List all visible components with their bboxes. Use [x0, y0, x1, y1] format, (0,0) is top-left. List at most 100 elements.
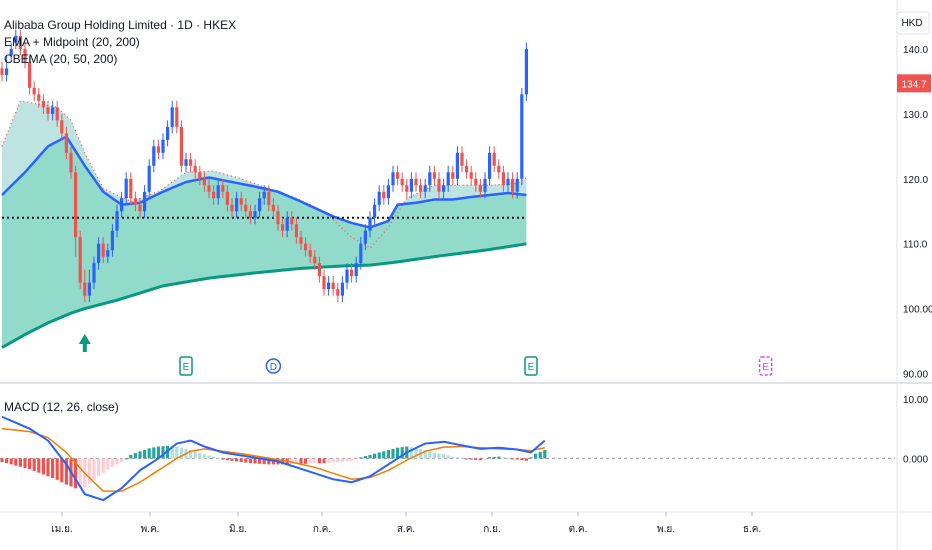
last-price-label: 134.7 — [901, 79, 926, 90]
macd-histogram-bar — [115, 458, 119, 465]
macd-histogram-bar — [363, 456, 367, 459]
macd-histogram-bar — [538, 451, 542, 459]
candle-body — [166, 126, 170, 140]
macd-histogram-bar — [14, 458, 18, 466]
macd-histogram-bar — [543, 450, 547, 459]
candle-body — [120, 198, 124, 212]
macd-histogram-bar — [451, 456, 455, 459]
candle-body — [515, 178, 519, 192]
dividend-icon — [265, 358, 282, 374]
macd-histogram-bar — [299, 458, 303, 464]
candle-body — [216, 185, 220, 199]
candle-body — [331, 282, 335, 290]
candle-body — [354, 263, 358, 277]
candle-body — [428, 172, 432, 186]
macd-histogram-bar — [175, 446, 179, 459]
macd-histogram-bar — [460, 457, 464, 459]
macd-histogram-bar — [221, 458, 225, 460]
candle-body — [391, 172, 395, 186]
macd-histogram-bar — [308, 458, 312, 464]
macd-histogram-bar — [225, 458, 229, 461]
time-tick-label: ธ.ค. — [743, 524, 761, 535]
candle-body — [184, 159, 188, 166]
candle-body — [262, 191, 266, 199]
candle-body — [9, 48, 13, 56]
candle-body — [69, 152, 73, 173]
candle-body — [55, 107, 59, 121]
macd-tick-label: 10.00 — [903, 395, 928, 406]
candle-body — [248, 211, 252, 218]
candle-body — [405, 185, 409, 192]
macd-histogram-bar — [152, 447, 156, 459]
macd-histogram-bar — [18, 458, 22, 467]
macd-histogram-bar — [28, 458, 32, 470]
macd-histogram-bar — [474, 458, 478, 460]
macd-tick-label: 0.000 — [903, 454, 928, 465]
candle-body — [506, 178, 510, 186]
macd-histogram-bar — [23, 458, 27, 468]
macd-histogram-bar — [520, 458, 524, 461]
macd-histogram-bar — [313, 458, 317, 464]
macd-histogram-bar — [423, 450, 427, 459]
candle-body — [359, 243, 363, 264]
candle-body — [78, 237, 82, 283]
candle-body — [400, 178, 404, 186]
macd-histogram-bar — [87, 458, 91, 484]
macd-title[interactable]: MACD (12, 26, close) — [4, 400, 119, 414]
candle-body — [244, 204, 248, 212]
candle-body — [497, 165, 501, 173]
macd-histogram-bar — [51, 458, 55, 479]
candle-body — [179, 126, 183, 166]
macd-histogram-bar — [465, 458, 469, 460]
earnings-label: E — [762, 362, 769, 373]
candle-body — [18, 35, 22, 49]
macd-histogram-bar — [340, 458, 344, 462]
candle-body — [138, 204, 142, 212]
candle-body — [455, 152, 459, 179]
macd-histogram-bar — [437, 453, 441, 459]
macd-histogram-bar — [317, 458, 321, 464]
macd-histogram-bar — [216, 458, 220, 460]
candle-body — [51, 107, 55, 114]
candle-body — [230, 204, 234, 212]
macd-histogram-bar — [170, 446, 174, 459]
candle-body — [175, 107, 179, 127]
macd-histogram-bar — [133, 453, 137, 459]
candle-body — [28, 61, 32, 88]
candle-body — [327, 282, 331, 290]
candle-body — [14, 35, 18, 43]
macd-histogram-bar — [377, 452, 381, 459]
macd-histogram-bar — [446, 455, 450, 459]
candle-body — [386, 185, 390, 199]
macd-histogram-bar — [207, 455, 211, 459]
macd-histogram-bar — [497, 456, 501, 459]
candle-body — [239, 198, 243, 205]
macd-histogram-bar — [198, 452, 202, 459]
candle-body — [225, 191, 229, 205]
price-tick-label: 90.00 — [903, 370, 928, 381]
candle-body — [382, 191, 386, 199]
macd-histogram-bar — [478, 458, 482, 461]
macd-histogram-bar — [359, 457, 363, 459]
candle-body — [46, 107, 50, 114]
candle-body — [460, 152, 464, 166]
macd-histogram-bar — [41, 458, 45, 475]
macd-histogram-bar — [432, 452, 436, 459]
macd-histogram-bar — [469, 458, 473, 460]
macd-histogram-bar — [455, 457, 459, 459]
macd-histogram-bar — [129, 454, 133, 459]
indicator-ema-midpoint[interactable]: EMA + Midpoint (20, 200) — [4, 35, 140, 49]
candle-body — [336, 289, 340, 296]
candle-body — [64, 133, 68, 153]
macd-histogram-bar — [46, 458, 50, 477]
indicator-cbema[interactable]: CBEMA (20, 50, 200) — [4, 52, 118, 66]
candle-body — [32, 87, 36, 95]
candle-body — [202, 178, 206, 186]
macd-histogram-bar — [138, 451, 142, 459]
macd-histogram-bar — [248, 458, 252, 464]
candle-body — [253, 211, 257, 218]
candle-body — [143, 191, 147, 212]
price-tick-label: 130.0 — [903, 110, 928, 121]
macd-histogram-bar — [345, 458, 349, 462]
